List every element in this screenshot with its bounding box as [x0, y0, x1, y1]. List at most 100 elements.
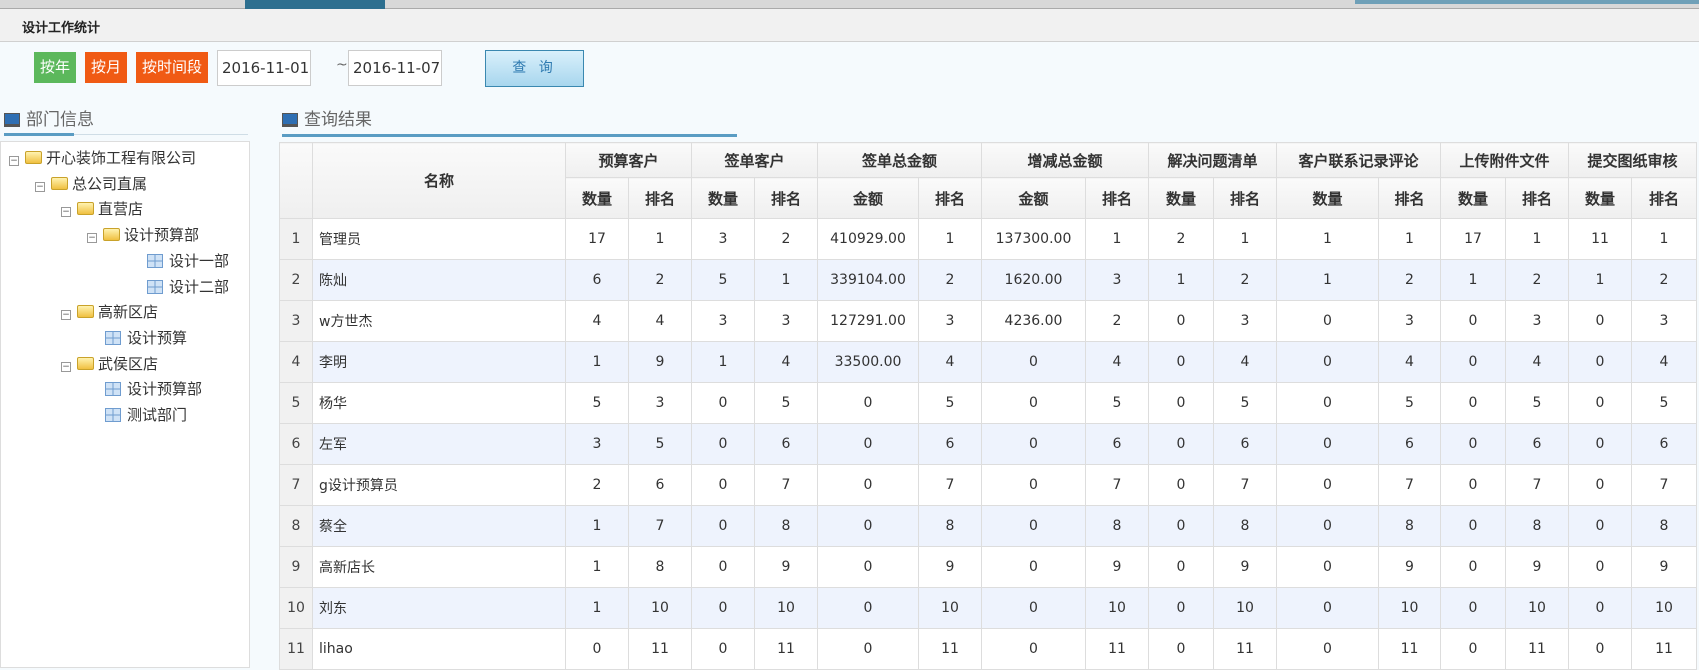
data-cell: 3: [918, 300, 982, 342]
tree-node[interactable]: 测试部门: [87, 402, 187, 428]
data-cell: 10: [1378, 587, 1441, 629]
data-cell: 6: [1378, 423, 1441, 465]
data-cell: 5: [1631, 382, 1697, 424]
data-cell: 11: [1505, 628, 1569, 670]
data-cell: 3: [691, 300, 755, 342]
data-cell: 9: [1631, 546, 1697, 588]
tree-node-label: 设计预算部: [127, 380, 203, 399]
table-row[interactable]: 9 高新店长 1 8 0 9 0 9 0 9 0 9 0 9 0 9 0 9: [279, 546, 1697, 588]
by-period-button[interactable]: 按时间段: [136, 52, 209, 83]
tree-node[interactable]: 设计预算: [87, 325, 187, 351]
data-cell: 410929.00: [817, 218, 919, 260]
results-panel-title: 查询结果: [304, 110, 372, 130]
data-cell: 0: [1276, 464, 1379, 506]
data-cell: 5: [1505, 382, 1569, 424]
data-cell: 0: [1568, 300, 1632, 342]
tree-node-label: 设计二部: [169, 277, 230, 296]
collapse-icon[interactable]: −: [35, 181, 45, 192]
data-cell: 1620.00: [981, 259, 1086, 301]
data-cell: 7: [918, 464, 982, 506]
data-cell: 11: [754, 628, 818, 670]
results-table: 名称 预算客户 签单客户 签单总金额 增减总金额 解决问题清单 客户联系记录评论 上传附件文件…: [279, 142, 1697, 670]
data-cell: 1: [565, 505, 629, 547]
active-tab[interactable]: [245, 0, 385, 9]
tree-node[interactable]: 设计一部: [129, 248, 229, 274]
collapse-icon[interactable]: −: [61, 207, 71, 218]
data-cell: 6: [1631, 423, 1697, 465]
tree-node[interactable]: − 开心装饰工程有限公司: [9, 145, 196, 171]
data-cell: 8: [754, 505, 818, 547]
tree-node[interactable]: − 高新区店: [61, 299, 158, 325]
data-cell: 0: [1440, 546, 1506, 588]
table-row[interactable]: 7 g设计预算员 2 6 0 7 0 7 0 7 0 7 0 7 0 7 0 7: [279, 464, 1697, 506]
data-cell: 8: [918, 505, 982, 547]
table-row[interactable]: 6 左军 3 5 0 6 0 6 0 6 0 6 0 6 0 6 0 6: [279, 423, 1697, 465]
data-cell: 3: [691, 218, 755, 260]
data-cell: 0: [817, 382, 919, 424]
data-cell: 0: [981, 464, 1086, 506]
table-row[interactable]: 5 杨华 5 3 0 5 0 5 0 5 0 5 0 5 0 5 0 5: [279, 382, 1697, 424]
data-cell: 0: [1568, 464, 1632, 506]
data-cell: 8: [1631, 505, 1697, 547]
date-from-input[interactable]: 2016-11-01: [217, 50, 311, 86]
data-cell: 0: [817, 505, 919, 547]
data-cell: 1: [918, 218, 982, 260]
query-button[interactable]: 查 询: [485, 50, 584, 87]
table-row[interactable]: 2 陈灿 6 2 5 1 339104.00 2 1620.00 3 1 2 1 2 1 2 1 2: [279, 259, 1697, 301]
tab-strip-accent: [1355, 0, 1699, 4]
data-cell: 3: [628, 382, 692, 424]
data-cell: 2: [1213, 259, 1277, 301]
data-cell: 1: [1568, 259, 1632, 301]
filter-toolbar: 按年 按月 按时间段 2016-11-01 ~ 2016-11-07 查 询: [0, 43, 1699, 103]
table-row[interactable]: 4 李明 1 9 1 4 33500.00 4 0 4 0 4 0 4 0 4 0 4: [279, 341, 1697, 383]
department-icon: [147, 253, 163, 268]
data-cell: 8: [1505, 505, 1569, 547]
data-cell: 1: [1213, 218, 1277, 260]
data-cell: 4: [918, 341, 982, 383]
data-cell: 0: [1148, 505, 1214, 547]
table-row[interactable]: 10 刘东 1 10 0 10 0 10 0 10 0 10 0 10 0 10 0 10: [279, 587, 1697, 629]
name-cell: w方世杰: [312, 300, 566, 342]
tree-node[interactable]: 设计二部: [129, 274, 229, 300]
data-cell: 0: [1440, 587, 1506, 629]
data-cell: 7: [1213, 464, 1277, 506]
collapse-icon[interactable]: −: [61, 310, 71, 321]
data-cell: 0: [817, 628, 919, 670]
sub-header: 排名: [1505, 177, 1569, 219]
data-cell: 0: [981, 423, 1086, 465]
collapse-icon[interactable]: −: [9, 156, 19, 166]
date-to-input[interactable]: 2016-11-07: [348, 50, 442, 86]
top-tab-strip[interactable]: [0, 0, 1699, 9]
data-cell: 5: [565, 382, 629, 424]
collapse-icon[interactable]: −: [87, 233, 97, 244]
group-header: 提交图纸审核: [1568, 142, 1697, 178]
by-month-button[interactable]: 按月: [85, 52, 128, 83]
by-year-button[interactable]: 按年: [34, 52, 77, 83]
tree-node[interactable]: − 武侯区店: [61, 351, 158, 377]
name-cell: 李明: [312, 341, 566, 383]
data-cell: 9: [1505, 546, 1569, 588]
tree-node[interactable]: − 设计预算部: [87, 222, 199, 248]
group-header: 上传附件文件: [1440, 142, 1569, 178]
data-cell: 0: [981, 341, 1086, 383]
data-cell: 1: [565, 546, 629, 588]
department-icon: [105, 408, 121, 422]
data-cell: 0: [691, 464, 755, 506]
tree-node-label: 直营店: [98, 200, 144, 219]
tree-node[interactable]: − 总公司直属: [35, 171, 147, 197]
tree-node[interactable]: 设计预算部: [87, 376, 202, 402]
table-row[interactable]: 11 lihao 0 11 0 11 0 11 0 11 0 11 0 11 0 11 0 11: [279, 628, 1697, 670]
folder-icon: [25, 151, 42, 164]
table-row[interactable]: 8 蔡全 1 7 0 8 0 8 0 8 0 8 0 8 0 8 0 8: [279, 505, 1697, 547]
tree-node[interactable]: − 直营店: [61, 196, 143, 222]
collapse-icon[interactable]: −: [61, 361, 71, 372]
data-cell: 6: [754, 423, 818, 465]
table-row[interactable]: 1 管理员 17 1 3 2 410929.00 1 137300.00 1 2 1 1 1 17 1 11 1: [279, 218, 1697, 260]
table-row[interactable]: 3 w方世杰 4 4 3 3 127291.00 3 4236.00 2 0 3 0 3 0 3 0 3: [279, 300, 1697, 342]
data-cell: 0: [1568, 382, 1632, 424]
data-cell: 2: [1378, 259, 1441, 301]
page-title-bar: 设计工作统计: [0, 9, 1699, 42]
results-panel-header: 查询结果: [282, 105, 1699, 137]
data-cell: 7: [1631, 464, 1697, 506]
data-cell: 0: [1440, 464, 1506, 506]
